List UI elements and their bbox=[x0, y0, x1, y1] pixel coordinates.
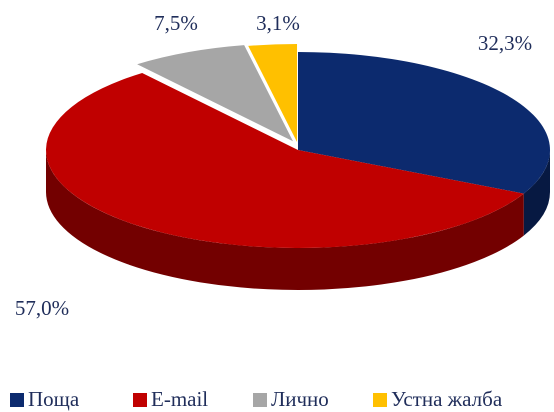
slice-side bbox=[523, 150, 550, 236]
legend-swatch bbox=[373, 393, 387, 407]
data-label: 3,1% bbox=[256, 11, 300, 35]
data-label: 57,0% bbox=[15, 296, 69, 320]
slice bbox=[248, 44, 298, 143]
legend-label: Поща bbox=[28, 387, 80, 411]
slice bbox=[46, 72, 524, 248]
legend-swatch bbox=[253, 393, 267, 407]
legend-label: Устна жалба bbox=[391, 387, 503, 411]
slice bbox=[298, 52, 550, 194]
legend-label: E-mail bbox=[151, 387, 208, 411]
data-label: 32,3% bbox=[478, 31, 532, 55]
legend-label: Лично bbox=[271, 387, 329, 411]
slice bbox=[137, 45, 293, 142]
legend-swatch bbox=[10, 393, 24, 407]
data-label: 7,5% bbox=[154, 11, 198, 35]
legend-swatch bbox=[133, 393, 147, 407]
slice-side bbox=[45, 150, 524, 291]
